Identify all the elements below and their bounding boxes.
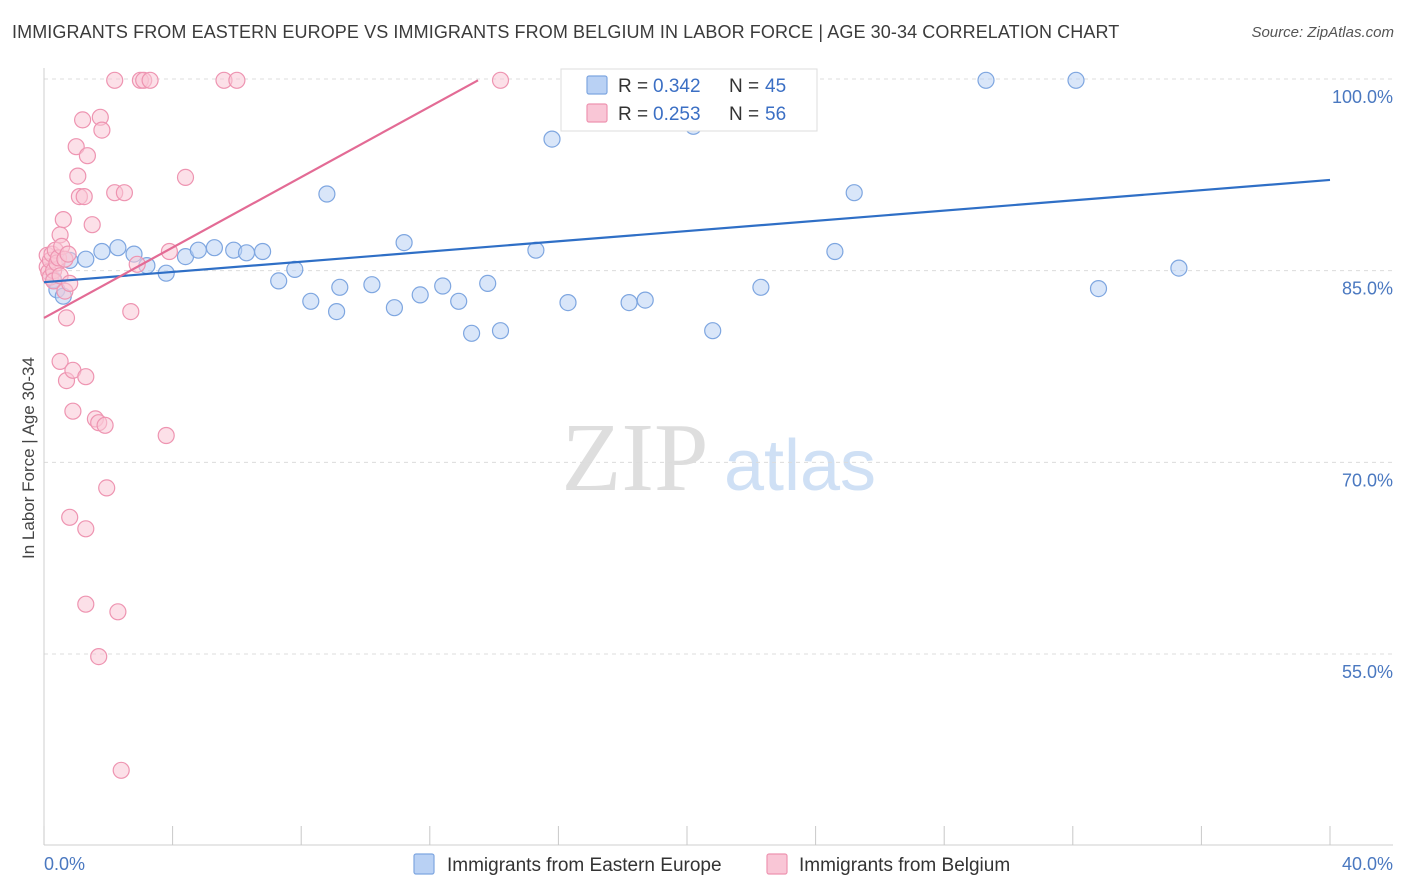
y-tick-label-3: 55.0%: [1342, 662, 1393, 682]
point-eastern-europe-11: [189, 241, 207, 259]
trend-line-belgium: [43, 79, 479, 319]
point-eastern-europe-30: [491, 322, 510, 340]
point-belgium-14: [54, 211, 72, 229]
point-belgium-25: [69, 167, 87, 185]
point-eastern-europe-44: [1089, 280, 1108, 298]
source-label: Source: ZipAtlas.com: [1251, 24, 1394, 41]
point-eastern-europe-42: [977, 71, 995, 89]
point-belgium-22: [64, 402, 82, 420]
point-eastern-europe-33: [559, 294, 577, 312]
point-belgium-17: [57, 309, 76, 327]
point-eastern-europe-43: [1067, 71, 1085, 89]
point-eastern-europe-40: [826, 242, 844, 261]
point-eastern-europe-39: [752, 278, 770, 296]
point-eastern-europe-29: [479, 274, 497, 292]
point-belgium-28: [75, 188, 93, 206]
point-eastern-europe-26: [434, 277, 452, 295]
legend-swatch-blue: [586, 75, 608, 95]
point-eastern-europe-28: [463, 324, 481, 342]
point-belgium-35: [93, 121, 111, 139]
point-eastern-europe-32: [543, 130, 561, 148]
stats-legend: R = 0.342 N = 45 R = 0.253 N = 56: [560, 68, 818, 132]
point-eastern-europe-24: [395, 234, 413, 252]
legend-r-value-blue: 0.342: [653, 76, 701, 97]
point-belgium-19: [61, 274, 79, 292]
point-eastern-europe-41: [845, 184, 863, 202]
legend-n-label-pink: N =: [729, 104, 759, 125]
y-tick-label-1: 85.0%: [1342, 279, 1393, 299]
series-legend: Immigrants from Eastern Europe Immigrant…: [413, 853, 1010, 876]
point-eastern-europe-45: [1170, 259, 1188, 277]
point-eastern-europe-15: [254, 242, 272, 261]
point-belgium-18: [59, 245, 77, 263]
legend-n-value-blue: 45: [765, 76, 786, 97]
point-belgium-55: [109, 603, 127, 621]
legend-r-label-pink: R =: [618, 104, 648, 125]
y-axis-label: In Labor Force | Age 30-34: [19, 357, 38, 559]
point-belgium-53: [77, 520, 95, 538]
point-belgium-31: [83, 216, 101, 234]
scatter-points: [38, 71, 1188, 779]
point-belgium-37: [98, 479, 116, 497]
x-tick-label-0: 0.0%: [44, 854, 85, 874]
point-eastern-europe-18: [302, 292, 320, 310]
watermark-zip: ZIP: [562, 404, 709, 512]
point-belgium-52: [61, 508, 79, 526]
trend-lines: [43, 79, 1331, 319]
y-tick-label-2: 70.0%: [1342, 470, 1393, 490]
trend-line-eastern-europe: [43, 178, 1331, 284]
point-belgium-41: [122, 303, 140, 321]
point-belgium-27: [73, 111, 92, 129]
legend-bottom-label-pink: Immigrants from Belgium: [799, 855, 1010, 876]
point-belgium-48: [176, 168, 195, 186]
x-tick-label-1: 40.0%: [1342, 854, 1393, 874]
axes: [43, 68, 1393, 846]
point-belgium-20: [51, 352, 69, 370]
gridlines: [44, 78, 1393, 655]
point-belgium-40: [106, 71, 124, 89]
point-belgium-30: [78, 147, 97, 165]
point-belgium-51: [491, 71, 510, 89]
point-belgium-45: [141, 71, 159, 89]
point-eastern-europe-23: [385, 299, 403, 317]
point-eastern-europe-4: [77, 250, 95, 268]
point-eastern-europe-19: [318, 185, 336, 203]
legend-bottom-swatch-blue: [413, 853, 435, 875]
point-eastern-europe-38: [704, 322, 722, 340]
point-belgium-56: [90, 647, 108, 666]
legend-r-value-pink: 0.253: [653, 104, 701, 125]
point-eastern-europe-22: [363, 276, 381, 294]
legend-n-label-blue: N =: [729, 76, 759, 97]
point-belgium-46: [157, 426, 175, 445]
point-belgium-54: [77, 595, 95, 613]
legend-bottom-swatch-pink: [766, 853, 788, 875]
chart-title: IMMIGRANTS FROM EASTERN EUROPE VS IMMIGR…: [12, 22, 1120, 42]
point-belgium-57: [112, 761, 130, 779]
point-belgium-29: [77, 368, 95, 386]
point-eastern-europe-17: [286, 260, 304, 278]
y-tick-label-0: 100.0%: [1332, 87, 1393, 107]
point-eastern-europe-6: [109, 239, 127, 257]
legend-r-label-blue: R =: [618, 76, 648, 97]
point-eastern-europe-35: [636, 291, 654, 309]
point-belgium-50: [228, 71, 246, 89]
point-eastern-europe-27: [450, 292, 468, 310]
point-eastern-europe-16: [270, 272, 288, 290]
point-eastern-europe-14: [237, 244, 256, 262]
legend-bottom-label-blue: Immigrants from Eastern Europe: [447, 855, 722, 876]
point-eastern-europe-21: [328, 303, 346, 321]
legend-n-value-pink: 56: [765, 104, 786, 125]
point-eastern-europe-5: [93, 242, 111, 261]
point-belgium-39: [115, 184, 134, 202]
watermark-atlas: atlas: [724, 426, 876, 506]
point-eastern-europe-34: [620, 294, 638, 312]
point-belgium-36: [96, 416, 114, 434]
legend-swatch-pink: [586, 103, 608, 123]
point-belgium-24: [67, 138, 85, 156]
tick-labels: 100.0% 85.0% 70.0% 55.0% 0.0% 40.0%: [44, 87, 1393, 874]
point-eastern-europe-12: [205, 239, 223, 257]
point-eastern-europe-25: [411, 286, 429, 304]
point-eastern-europe-20: [331, 278, 349, 296]
